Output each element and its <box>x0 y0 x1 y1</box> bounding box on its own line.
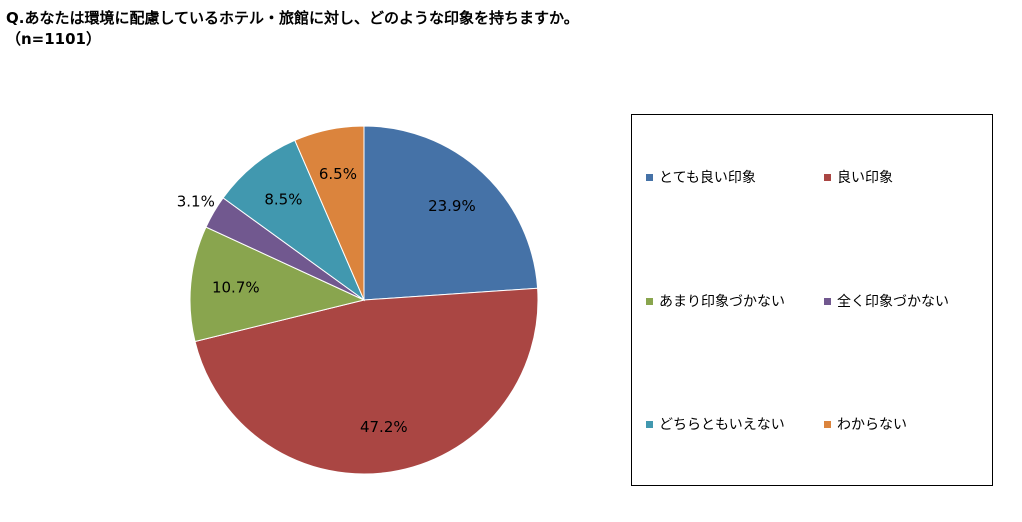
legend: とても良い印象 良い印象 あまり印象づかない 全く印象づかない どちらともいえな… <box>631 114 993 486</box>
legend-item: わからない <box>824 414 907 434</box>
sample-size-label: （n=1101） <box>6 30 101 48</box>
slice-label: 3.1% <box>177 193 215 211</box>
pie-slice <box>363 125 539 301</box>
legend-label: あまり印象づかない <box>659 294 785 310</box>
pie-slice <box>294 125 365 301</box>
legend-swatch <box>646 173 653 181</box>
legend-item: どちらともいえない <box>646 414 785 434</box>
slice-label: 47.2% <box>360 418 408 436</box>
legend-item: とても良い印象 <box>646 167 756 187</box>
legend-label: わからない <box>837 417 907 433</box>
legend-label: とても良い印象 <box>659 170 756 186</box>
slice-label: 8.5% <box>264 191 302 209</box>
slice-label: 10.7% <box>212 279 260 297</box>
legend-label: 全く印象づかない <box>837 294 949 310</box>
legend-swatch <box>824 420 831 428</box>
legend-swatch <box>824 173 831 181</box>
pie-slice <box>222 139 366 302</box>
legend-swatch <box>646 297 653 305</box>
legend-item: あまり印象づかない <box>646 291 785 311</box>
pie-slice <box>194 287 539 475</box>
legend-item: 良い印象 <box>824 167 893 187</box>
chart-title: Q.あなたは環境に配慮しているホテル・旅館に対し、どのような印象を持ちますか。 <box>6 9 579 27</box>
pie-chart: 23.9% 47.2% 10.7% 3.1% 8.5% 6.5% <box>177 125 539 475</box>
legend-label: 良い印象 <box>837 170 893 186</box>
legend-item: 全く印象づかない <box>824 291 949 311</box>
legend-swatch <box>824 297 831 305</box>
legend-label: どちらともいえない <box>659 417 785 433</box>
legend-swatch <box>646 420 653 428</box>
slice-label: 6.5% <box>319 165 357 183</box>
pie-slice <box>189 226 366 343</box>
slice-label: 23.9% <box>428 197 476 215</box>
